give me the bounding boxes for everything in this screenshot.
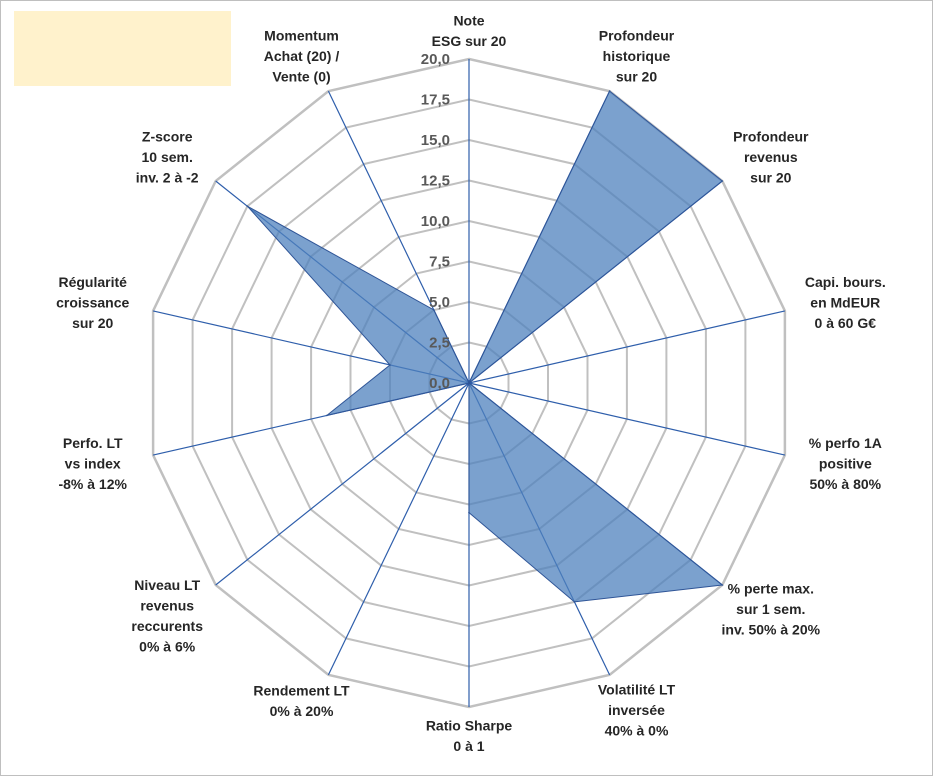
category-label-line: Profondeur [599, 28, 675, 44]
category-label: Capi. bours. en MdEUR 0 à 60 G€ [805, 274, 886, 331]
category-label-line: -8% à 12% [58, 476, 127, 492]
category-label-line: en MdEUR [810, 294, 880, 310]
data-point [573, 601, 576, 603]
data-point [246, 205, 249, 207]
tick-label: 17,5 [421, 92, 450, 109]
tick-label: 10,0 [421, 213, 450, 230]
category-label-line: Z-score [142, 128, 193, 144]
category-label-line: Ratio Sharpe [426, 717, 513, 733]
category-label-line: inversée [608, 702, 665, 718]
category-label-line: inv. 2 à -2 [136, 169, 199, 185]
category-label-line: historique [603, 48, 671, 64]
category-label-line: Rendement LT [253, 682, 350, 698]
category-label: Profondeur historique sur 20 [599, 28, 675, 85]
category-label-line: 0% à 6% [139, 638, 196, 654]
category-label-line: sur 20 [72, 315, 113, 331]
category-label: Rendement LT 0% à 20% [253, 682, 350, 719]
category-label-line: Vente (0) [272, 69, 330, 85]
tick-label: 0,0 [429, 375, 450, 392]
category-label-line: 0 à 60 G€ [815, 315, 877, 331]
data-point [326, 414, 328, 417]
category-label-line: sur 20 [750, 169, 791, 185]
data-point [608, 90, 611, 92]
category-label-line: positive [819, 456, 872, 472]
category-label-line: 10 sem. [142, 149, 193, 165]
radar-ticks: 0,0 2,5 5,0 7,5 10,0 12,5 15,0 17,5 20,0 [421, 51, 450, 392]
category-label-line: sur 20 [616, 69, 657, 85]
category-label-line: revenus [744, 149, 798, 165]
tick-label: 15,0 [421, 132, 450, 149]
category-label-line: Volatilité LT [598, 681, 676, 697]
category-label-line: croissance [56, 294, 129, 310]
data-point [389, 364, 391, 366]
data-point [433, 309, 435, 311]
category-label-line: ESG sur 20 [432, 33, 507, 49]
category-label: Momentum Achat (20) / Vente (0) [264, 28, 340, 85]
spoke-line [327, 382, 470, 676]
category-label-line: Profondeur [733, 128, 809, 144]
category-label: Volatilité LT inversée 40% à 0% [598, 681, 676, 738]
spoke-line [215, 382, 470, 586]
category-label: Z-score 10 sem. inv. 2 à -2 [136, 128, 199, 185]
tick-label: 5,0 [429, 294, 450, 311]
category-label: % perte max. sur 1 sem. inv. 50% à 20% [722, 581, 821, 638]
legend-box [14, 11, 231, 86]
category-label-line: Perfo. LT [63, 435, 123, 451]
category-label-line: Niveau LT [134, 577, 200, 593]
tick-label: 2,5 [429, 335, 450, 352]
category-label: Ratio Sharpe 0 à 1 [426, 717, 513, 754]
category-label-line: Momentum [264, 28, 339, 44]
data-point [721, 584, 724, 586]
category-label-line: vs index [65, 456, 121, 472]
category-label: Note ESG sur 20 [432, 12, 507, 49]
radar-category-labels: Note ESG sur 20 Profondeur historique sur 20… [56, 12, 886, 754]
radar-series [246, 90, 724, 603]
category-label-line: % perfo 1A [809, 435, 882, 451]
category-label-line: sur 1 sem. [736, 601, 805, 617]
category-label-line: Capi. bours. [805, 274, 886, 290]
category-label-line: % perte max. [728, 581, 814, 597]
spoke-line [468, 310, 786, 384]
category-label: Régularité croissance sur 20 [56, 274, 129, 331]
category-label-line: revenus [140, 597, 194, 613]
data-point [721, 180, 724, 182]
category-label-line: reccurents [131, 618, 203, 634]
category-label: % perfo 1A positive 50% à 80% [809, 435, 882, 492]
tick-label: 7,5 [429, 254, 450, 271]
category-label-line: inv. 50% à 20% [722, 622, 821, 638]
category-label-line: Note [453, 12, 484, 28]
category-label: Profondeur revenus sur 20 [733, 128, 809, 185]
category-label-line: 40% à 0% [605, 722, 669, 738]
category-label-line: 50% à 80% [809, 476, 881, 492]
data-point [468, 511, 470, 514]
category-label: Perfo. LT vs index -8% à 12% [58, 435, 127, 492]
tick-label: 20,0 [421, 51, 450, 68]
category-label-line: 0% à 20% [270, 703, 334, 719]
tick-label: 12,5 [421, 173, 450, 190]
category-label-line: Achat (20) / [264, 48, 340, 64]
data-point [468, 382, 470, 384]
spoke-line [468, 382, 786, 456]
category-label-line: 0 à 1 [453, 738, 484, 754]
category-label: Niveau LT revenus reccurents 0% à 6% [131, 577, 203, 655]
category-label-line: Régularité [58, 274, 127, 290]
